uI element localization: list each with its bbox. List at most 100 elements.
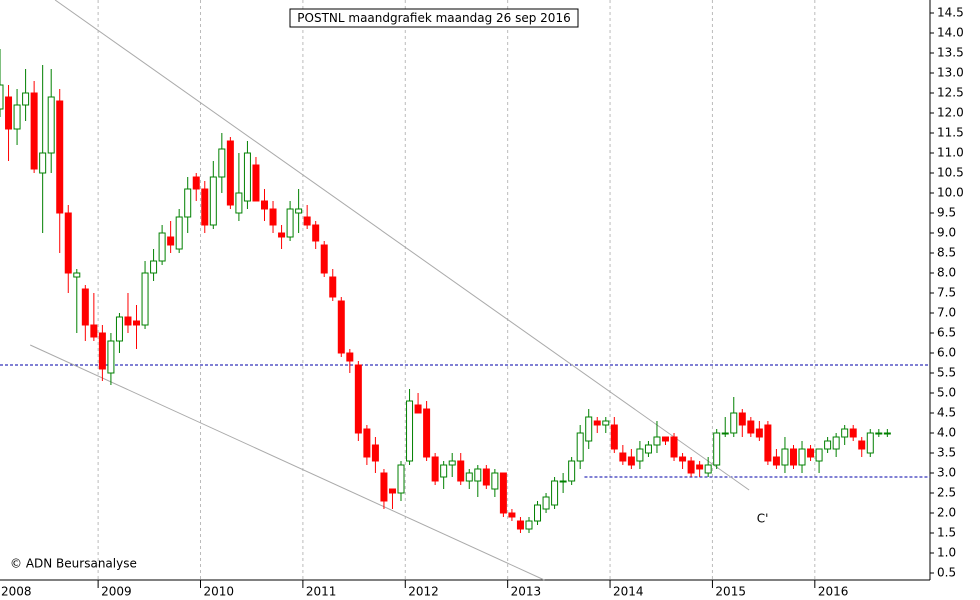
- candle-body: [576, 432, 584, 462]
- y-tick-label: 14.5: [937, 6, 964, 20]
- candle-body: [883, 432, 891, 435]
- candle-body: [542, 496, 550, 510]
- candle-body: [278, 232, 286, 238]
- candle-body: [380, 472, 388, 502]
- candle-body: [832, 436, 840, 450]
- candle-body: [226, 140, 234, 206]
- x-tick-label: 2015: [715, 585, 746, 599]
- candle-body: [371, 444, 379, 462]
- candle-body: [730, 412, 738, 434]
- x-tick-label: 2008: [1, 585, 32, 599]
- candle-body: [295, 208, 303, 214]
- y-tick-label: 13.5: [937, 46, 964, 60]
- candle-body: [303, 216, 311, 226]
- trend-line: [54, 0, 750, 491]
- candle-body: [320, 244, 328, 274]
- y-tick-label: 1.5: [937, 526, 956, 540]
- candle-body: [30, 92, 38, 170]
- y-tick-label: 4.0: [937, 426, 956, 440]
- candle-body: [133, 320, 141, 326]
- candle-body: [747, 420, 755, 434]
- candle-body: [738, 412, 746, 426]
- candle-body: [269, 208, 277, 226]
- candle-body: [627, 456, 635, 466]
- candle-body: [772, 456, 780, 466]
- candle-body: [662, 436, 670, 442]
- candle-body: [858, 440, 866, 450]
- y-tick-label: 3.5: [937, 446, 956, 460]
- candle-body: [448, 460, 456, 466]
- y-tick-label: 5.5: [937, 366, 956, 380]
- y-tick-label: 6.0: [937, 346, 956, 360]
- candle-body: [696, 464, 704, 470]
- candle-body: [201, 188, 209, 226]
- candle-body: [167, 236, 175, 246]
- candle-body: [551, 480, 559, 506]
- x-tick-label: 2016: [818, 585, 849, 599]
- x-tick-label: 2012: [408, 585, 439, 599]
- candle-body: [807, 448, 815, 458]
- candle-body: [568, 460, 576, 482]
- candle-body: [397, 464, 405, 494]
- trend-line: [29, 344, 545, 581]
- candle-body: [81, 288, 89, 326]
- candle-body: [22, 92, 30, 106]
- candle-body: [423, 408, 431, 458]
- candle-body: [499, 472, 507, 514]
- y-tick-label: 8.5: [937, 246, 956, 260]
- x-tick-label: 2013: [511, 585, 542, 599]
- candle-body: [354, 364, 362, 434]
- copyright: © ADN Beursanalyse: [10, 557, 137, 571]
- y-tick-label: 14.0: [937, 26, 964, 40]
- title-box: [289, 8, 579, 28]
- candle-body: [0, 84, 4, 110]
- candle-body: [474, 468, 482, 482]
- candle-body: [679, 456, 687, 462]
- candle-body: [644, 444, 652, 454]
- candle-body: [815, 448, 823, 462]
- candle-body: [5, 96, 13, 130]
- candle-body: [141, 272, 149, 326]
- y-tick-label: 11.0: [937, 146, 964, 160]
- y-tick-label: 7.0: [937, 306, 956, 320]
- candle-body: [824, 440, 832, 450]
- y-tick-label: 6.5: [937, 326, 956, 340]
- candle-body: [866, 432, 874, 454]
- candle-body: [457, 460, 465, 482]
- candle-body: [346, 352, 354, 362]
- y-tick-label: 8.0: [937, 266, 956, 280]
- y-tick-label: 1.0: [937, 546, 956, 560]
- candle-body: [175, 216, 183, 250]
- candle-body: [875, 432, 883, 435]
- candle-body: [534, 504, 542, 522]
- x-tick-label: 2010: [204, 585, 235, 599]
- candle-body: [713, 432, 721, 466]
- candle-body: [482, 468, 490, 486]
- candle-body: [184, 188, 192, 218]
- candle-body: [781, 448, 789, 466]
- candle-body: [593, 420, 601, 426]
- candle-body: [721, 432, 729, 435]
- candle-body: [47, 96, 55, 154]
- candle-body: [337, 300, 345, 354]
- candle-body: [704, 464, 712, 474]
- candle-body: [687, 460, 695, 474]
- x-tick-label: 2011: [306, 585, 337, 599]
- candle-body: [610, 424, 618, 450]
- candle-body: [252, 164, 260, 202]
- chart-title: POSTNL maandgrafiek maandag 26 sep 2016: [297, 11, 570, 25]
- candle-body: [64, 212, 72, 274]
- candle-body: [312, 224, 320, 242]
- candle-body: [636, 448, 644, 462]
- candle-body: [209, 176, 217, 226]
- y-tick-label: 5.0: [937, 386, 956, 400]
- candle-body: [13, 104, 21, 130]
- candle-body: [73, 272, 81, 278]
- candle-body: [90, 324, 98, 338]
- candle-body: [388, 488, 396, 494]
- candle-body: [516, 520, 524, 530]
- candle-body: [406, 400, 414, 462]
- candle-body: [619, 452, 627, 462]
